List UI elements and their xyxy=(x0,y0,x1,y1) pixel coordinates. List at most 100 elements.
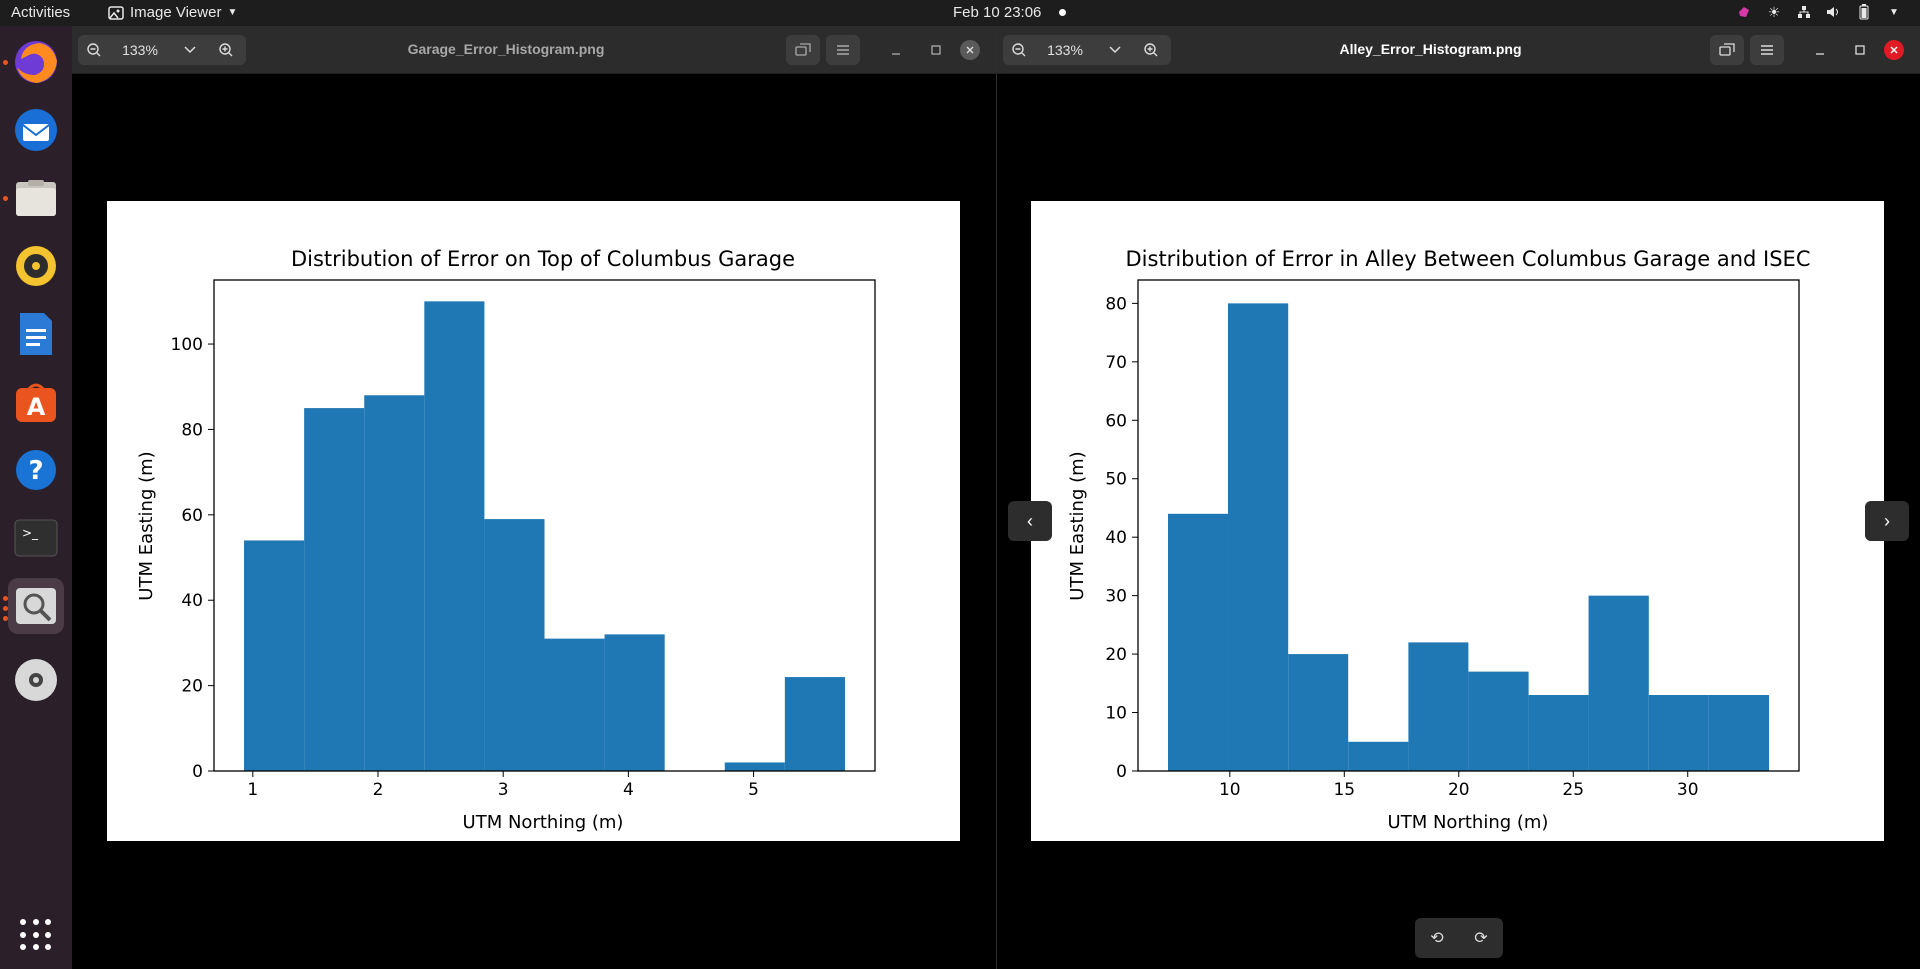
zoom-controls: 133% xyxy=(78,35,246,65)
rotate-left-icon[interactable]: ⟲ xyxy=(1430,930,1444,947)
app-menu-label: Image Viewer xyxy=(130,4,222,21)
window-divider xyxy=(996,26,997,969)
app-menu[interactable]: Image Viewer ▼ xyxy=(108,4,237,21)
rhythmbox-icon[interactable] xyxy=(8,238,64,294)
histogram-chart-garage: Distribution of Error on Top of Columbus… xyxy=(136,247,876,833)
clock[interactable]: Feb 10 23:06 xyxy=(953,4,1067,21)
histogram-bar xyxy=(244,540,305,771)
x-tick-label: 5 xyxy=(748,780,759,800)
maximize-button[interactable] xyxy=(922,35,950,65)
hamburger-icon xyxy=(837,45,849,55)
volume-icon[interactable] xyxy=(1826,4,1842,20)
y-tick-label: 20 xyxy=(181,677,203,697)
y-tick-label: 20 xyxy=(1105,645,1127,665)
histogram-bar xyxy=(1288,654,1349,771)
system-tray[interactable]: ☀ ▼ xyxy=(1736,4,1902,20)
rotate-controls: ⟲ ⟳ xyxy=(1415,918,1503,958)
y-tick-label: 10 xyxy=(1105,704,1127,724)
brightness-icon[interactable]: ☀ xyxy=(1767,3,1781,20)
fullscreen-button[interactable] xyxy=(786,35,820,65)
header-bar: 133% Garage_Error_Histogram.png xyxy=(72,26,996,74)
histogram-bar xyxy=(724,762,785,771)
svg-text:A: A xyxy=(27,393,46,421)
zoom-dropdown-chevron-icon[interactable] xyxy=(170,35,210,65)
zoom-out-icon[interactable] xyxy=(78,35,110,65)
minimize-button[interactable] xyxy=(1806,35,1834,65)
histogram-bar xyxy=(1227,303,1289,771)
y-tick-label: 50 xyxy=(1105,470,1127,490)
menu-button[interactable] xyxy=(1750,35,1784,65)
zoom-in-icon[interactable] xyxy=(1135,35,1167,65)
image-viewer-window-right: 133% Alley_Error_Histogram.png Distribut… xyxy=(997,26,1920,969)
writer-icon[interactable] xyxy=(8,306,64,362)
x-tick-label: 15 xyxy=(1333,780,1355,800)
x-tick-label: 20 xyxy=(1448,780,1470,800)
next-image-button[interactable]: › xyxy=(1865,501,1909,541)
dvd-icon[interactable] xyxy=(8,652,64,708)
chart-title: Distribution of Error on Top of Columbus… xyxy=(291,247,795,271)
fullscreen-button[interactable] xyxy=(1710,35,1744,65)
app-center-icon[interactable]: A xyxy=(8,374,64,430)
fullscreen-icon xyxy=(795,43,811,56)
x-axis-label: UTM Northing (m) xyxy=(1388,812,1549,833)
zoom-in-icon[interactable] xyxy=(210,35,242,65)
chevron-down-icon: ▼ xyxy=(227,7,238,18)
window-title: Alley_Error_Histogram.png xyxy=(1339,41,1522,57)
firefox-icon[interactable] xyxy=(8,34,64,90)
y-tick-label: 80 xyxy=(1105,294,1127,314)
histogram-bar xyxy=(1468,671,1529,771)
y-tick-label: 80 xyxy=(181,420,203,440)
header-bar: 133% Alley_Error_Histogram.png xyxy=(997,26,1920,74)
window-title: Garage_Error_Histogram.png xyxy=(407,41,605,57)
terminal-icon[interactable]: >_ xyxy=(8,510,64,566)
histogram-bar xyxy=(1528,695,1589,771)
datetime: Feb 10 23:06 xyxy=(953,4,1042,21)
close-button[interactable] xyxy=(1884,40,1904,60)
thunderbird-icon[interactable] xyxy=(8,102,64,158)
histogram-bar xyxy=(1588,595,1649,771)
close-button[interactable] xyxy=(960,40,980,60)
close-icon xyxy=(1890,46,1898,54)
chart-title: Distribution of Error in Alley Between C… xyxy=(1126,247,1811,271)
svg-text:?: ? xyxy=(28,456,43,486)
color-app-icon[interactable] xyxy=(1736,4,1752,20)
svg-text:>_: >_ xyxy=(22,526,39,540)
y-axis-label: UTM Easting (m) xyxy=(136,451,157,600)
previous-image-button[interactable]: ‹ xyxy=(1008,501,1052,541)
zoom-dropdown-chevron-icon[interactable] xyxy=(1095,35,1135,65)
zoom-level[interactable]: 133% xyxy=(1047,42,1083,58)
menu-button[interactable] xyxy=(826,35,860,65)
maximize-icon xyxy=(931,45,941,55)
maximize-button[interactable] xyxy=(1846,35,1874,65)
histogram-bar xyxy=(1408,642,1469,771)
x-tick-label: 30 xyxy=(1677,780,1699,800)
image-canvas[interactable]: Distribution of Error on Top of Columbus… xyxy=(107,201,960,841)
zoom-out-icon[interactable] xyxy=(1003,35,1035,65)
histogram-bar xyxy=(304,408,365,771)
rotate-right-icon[interactable]: ⟳ xyxy=(1474,930,1488,947)
hamburger-icon xyxy=(1761,45,1773,55)
minimize-button[interactable] xyxy=(882,35,910,65)
zoom-controls: 133% xyxy=(1003,35,1171,65)
x-tick-label: 4 xyxy=(623,780,634,800)
chevron-left-icon: ‹ xyxy=(1027,510,1033,531)
x-tick-label: 2 xyxy=(373,780,384,800)
activities-button[interactable]: Activities xyxy=(11,4,71,21)
x-tick-label: 1 xyxy=(247,780,258,800)
battery-icon[interactable] xyxy=(1856,4,1872,20)
network-icon[interactable] xyxy=(1796,4,1812,20)
maximize-icon xyxy=(1855,45,1865,55)
image-canvas[interactable]: Distribution of Error in Alley Between C… xyxy=(1031,201,1884,841)
y-tick-label: 60 xyxy=(1105,411,1127,431)
image-viewer-icon[interactable] xyxy=(8,578,64,634)
show-apps-grid-icon[interactable] xyxy=(20,919,52,951)
zoom-level[interactable]: 133% xyxy=(122,42,158,58)
minimize-icon xyxy=(1816,53,1824,55)
histogram-bar xyxy=(544,638,605,771)
histogram-bar xyxy=(604,634,665,771)
power-menu-chevron-icon[interactable]: ▼ xyxy=(1889,6,1899,18)
plot-frame xyxy=(1137,279,1800,772)
files-icon[interactable] xyxy=(8,170,64,226)
help-icon[interactable]: ? xyxy=(8,442,64,498)
histogram-bar xyxy=(784,677,845,771)
